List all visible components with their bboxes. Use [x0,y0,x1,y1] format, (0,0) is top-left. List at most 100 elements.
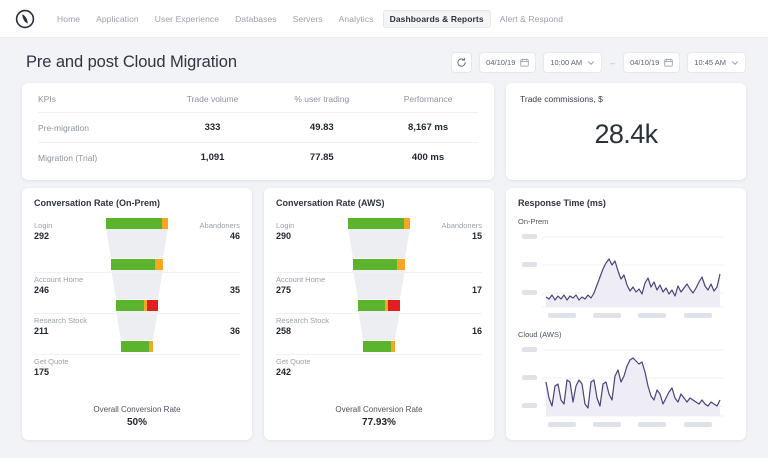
y-axis-tick-label [522,347,537,352]
stage-values: 290 15 [276,231,482,241]
logo-mark-icon[interactable] [14,8,36,30]
y-axis-tick-label [522,375,537,380]
response-time-subtitle-aws: Cloud (AWS) [518,330,562,339]
funnel-aws-stage-login: 290 15 [276,231,482,272]
funnel-aws-abandoners-login: 15 [471,231,482,241]
funnel-aws-value-account-home: 275 [276,285,292,295]
funnel-aws-label-account-home: Account Home [276,275,326,284]
x-axis-tick-label [684,313,712,318]
end-date-value: 04/10/19 [630,58,660,67]
funnel-onprem-stage-research-stock: Research Stock 211 36 [34,313,240,354]
funnel-onprem-headers: Login Abandoners [34,221,240,230]
x-axis-tick-label [548,313,576,318]
response-time-title: Response Time (ms) [518,198,606,208]
funnel-aws-left-header: Login [276,221,295,230]
funnel-aws-stage-account-home: Account Home 275 17 [276,272,482,313]
cell-migration-trial-user-trading: 77.85 [265,142,379,172]
funnel-aws-title: Conversation Rate (AWS) [276,198,385,208]
time-range-controls: 04/10/19 10:00 AM – 04/10/19 [451,52,746,73]
funnel-onprem-right-header: Abandoners [199,221,240,230]
funnel-onprem-value-research-stock: 211 [34,326,49,336]
stage-values: 246 35 [34,285,240,295]
range-separator: – [610,57,616,68]
stage-label-row: Account Home [34,272,240,284]
start-date-value: 04/10/19 [486,58,516,67]
refresh-icon [457,57,466,67]
response-time-card: Response Time (ms) On-Prem Cloud (AWS) [506,188,746,440]
end-time-select[interactable]: 10:45 AM [687,52,746,73]
funnel-onprem-conversion: Overall Conversion Rate 50% [34,405,240,430]
nav-item-home[interactable]: Home [57,13,81,24]
end-time-value: 10:45 AM [694,58,726,67]
y-axis-tick-label [522,262,537,267]
stage-label-row: Get Quote [276,354,482,366]
funnel-onprem-label-account-home: Account Home [34,275,84,284]
page-header: Pre and post Cloud Migration 04/10/19 10… [0,38,768,83]
column-header-trade-volume: Trade volume [186,94,239,104]
funnel-onprem-value-login: 292 [34,231,50,241]
start-date-input[interactable]: 04/10/19 [479,52,537,73]
start-time-value: 10:00 AM [550,58,583,67]
x-axis-tick-label [548,422,576,427]
response-time-chart-onprem[interactable] [518,229,724,321]
funnel-onprem-chart: Login Abandoners 292 46 Account Home 246 [34,210,240,395]
funnel-onprem-abandoners-login: 46 [229,231,240,241]
cell-pre-migration-user-trading: 49.83 [265,112,379,143]
cell-pre-migration-performance: 8,167 ms [378,112,478,143]
x-axis-tick-label [593,422,621,427]
kpis-table: KPIs Trade volume % user trading Perform… [38,94,478,172]
calendar-icon [664,58,673,67]
nav-item-dashboards-and-reports[interactable]: Dashboards & Reports [382,9,491,28]
funnel-onprem-value-get-quote: 175 [34,367,50,377]
column-header-user-trading: % user trading [294,94,350,104]
chevron-down-icon [588,60,594,65]
funnel-onprem-label-get-quote: Get Quote [34,357,69,366]
refresh-button[interactable] [451,52,473,73]
table-header-row: KPIs Trade volume % user trading Perform… [38,94,478,113]
x-axis-tick-label [593,313,621,318]
stage-label-row: Account Home [276,272,482,284]
x-axis-tick-label [638,313,666,318]
end-date-input[interactable]: 04/10/19 [623,52,681,73]
nav-item-application[interactable]: Application [96,13,139,24]
nav-item-user-experience[interactable]: User Experience [154,13,220,24]
calendar-icon [520,58,529,67]
trade-commissions-title: Trade commissions, $ [520,94,603,104]
stage-label-row: Get Quote [34,354,240,366]
funnel-onprem-left-header: Login [34,221,53,230]
y-axis-tick-label [522,290,537,295]
stage-values: 275 17 [276,285,482,295]
stage-label-row: Research Stock [34,313,240,325]
column-header-performance: Performance [403,94,453,104]
response-time-chart-aws[interactable] [518,342,724,434]
page-title: Pre and post Cloud Migration [26,53,237,71]
x-axis-tick-label [638,422,666,427]
funnel-onprem-label-research-stock: Research Stock [34,316,87,325]
kpis-title: KPIs [38,94,56,104]
row-label-pre-migration: Pre-migration [38,112,160,143]
top-cards-row: KPIs Trade volume % user trading Perform… [0,83,768,180]
x-axis-tick-label [684,422,712,427]
stage-values: 175 [34,367,240,377]
bottom-cards-row: Conversation Rate (On-Prem) [0,180,768,440]
funnel-aws-conversion-label: Overall Conversion Rate [335,405,423,414]
funnel-aws-right-header: Abandoners [441,221,482,230]
nav-item-databases[interactable]: Databases [235,13,277,24]
funnel-aws-label-get-quote: Get Quote [276,357,311,366]
start-time-select[interactable]: 10:00 AM [543,52,603,73]
funnel-aws-headers: Login Abandoners [276,221,482,230]
nav-item-analytics[interactable]: Analytics [338,13,374,24]
stage-values: 292 46 [34,231,240,241]
funnel-aws-abandoners-research-stock: 16 [471,326,482,336]
funnel-aws-conversion-value: 77.93% [362,417,396,428]
nav-item-servers[interactable]: Servers [292,13,323,24]
funnel-onprem-conversion-label: Overall Conversion Rate [93,405,181,414]
funnel-aws-chart: Login Abandoners 290 15 Account Home 275 [276,210,482,395]
kpis-card: KPIs Trade volume % user trading Perform… [22,83,494,180]
nav-item-alert-and-respond[interactable]: Alert & Respond [499,13,564,24]
stage-values: 242 [276,367,482,377]
funnel-onprem-conversion-value: 50% [126,417,147,428]
chevron-down-icon [732,60,738,65]
top-navigation-bar: Home Application User Experience Databas… [0,0,768,38]
